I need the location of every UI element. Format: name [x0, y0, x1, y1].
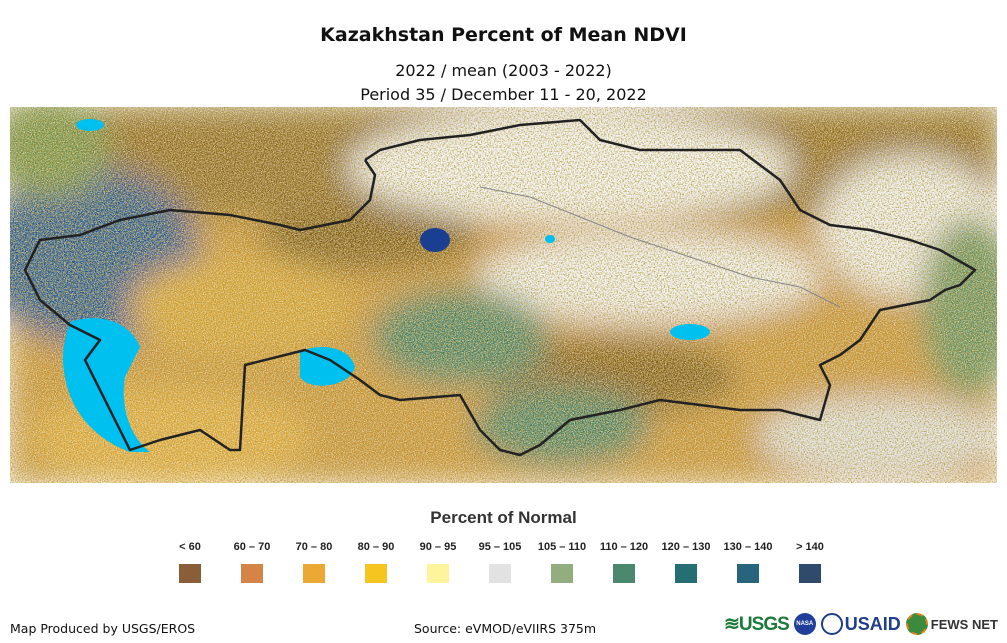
legend-item: 60 – 70	[222, 541, 282, 583]
legend-label: 90 – 95	[419, 541, 457, 553]
legend-item: 70 – 80	[284, 541, 344, 583]
legend-label: 70 – 80	[295, 541, 333, 553]
water-bodies	[62, 119, 710, 452]
legend-item: < 60	[160, 541, 220, 583]
map-subtitle-period: Period 35 / December 11 - 20, 2022	[360, 85, 647, 104]
legend-swatch	[551, 564, 573, 583]
legend-label: 120 – 130	[661, 541, 711, 553]
legend-swatch	[799, 564, 821, 583]
legend-item: 95 – 105	[470, 541, 530, 583]
legend-item: 80 – 90	[346, 541, 406, 583]
fews-net-logo: FEWS NET	[905, 613, 998, 635]
legend-swatch	[613, 564, 635, 583]
legend-label: 80 – 90	[357, 541, 395, 553]
legend-label: 60 – 70	[233, 541, 271, 553]
legend-item: 110 – 120	[594, 541, 654, 583]
ndvi-map	[10, 107, 997, 483]
legend-label: 110 – 120	[599, 541, 649, 553]
legend-swatch	[737, 564, 759, 583]
legend-swatch	[241, 564, 263, 583]
map-title: Kazakhstan Percent of Mean NDVI	[320, 24, 687, 46]
legend-label: > 140	[796, 541, 824, 553]
legend-item: 90 – 95	[408, 541, 468, 583]
usgs-logo: ≋USGS	[724, 613, 790, 635]
legend-swatch	[179, 564, 201, 583]
legend-swatch	[365, 564, 387, 583]
usaid-logo: USAID	[820, 613, 901, 635]
partner-logos: ≋USGS NASA USAID FEWS NET	[724, 612, 998, 636]
legend-swatch	[675, 564, 697, 583]
legend-label: < 60	[179, 541, 201, 553]
legend-label: 95 – 105	[478, 541, 522, 553]
legend-label: 130 – 140	[723, 541, 773, 553]
legend-label: 105 – 110	[537, 541, 587, 553]
data-source: Source: eVMOD/eVIIRS 375m	[414, 621, 597, 636]
map-credit: Map Produced by USGS/EROS	[10, 621, 196, 636]
legend-item: > 140	[780, 541, 840, 583]
legend-swatch	[303, 564, 325, 583]
nasa-logo: NASA	[793, 613, 816, 635]
legend-item: 105 – 110	[532, 541, 592, 583]
legend-item: 120 – 130	[656, 541, 716, 583]
country-border	[23, 118, 977, 457]
legend-item: 130 – 140	[718, 541, 778, 583]
legend-swatch	[427, 564, 449, 583]
map-subtitle-years: 2022 / mean (2003 - 2022)	[395, 61, 612, 80]
legend-title: Percent of Normal	[430, 508, 577, 527]
legend: < 60 60 – 70 70 – 80 80 – 90 90 – 95 95 …	[165, 541, 845, 591]
legend-swatch	[489, 564, 511, 583]
